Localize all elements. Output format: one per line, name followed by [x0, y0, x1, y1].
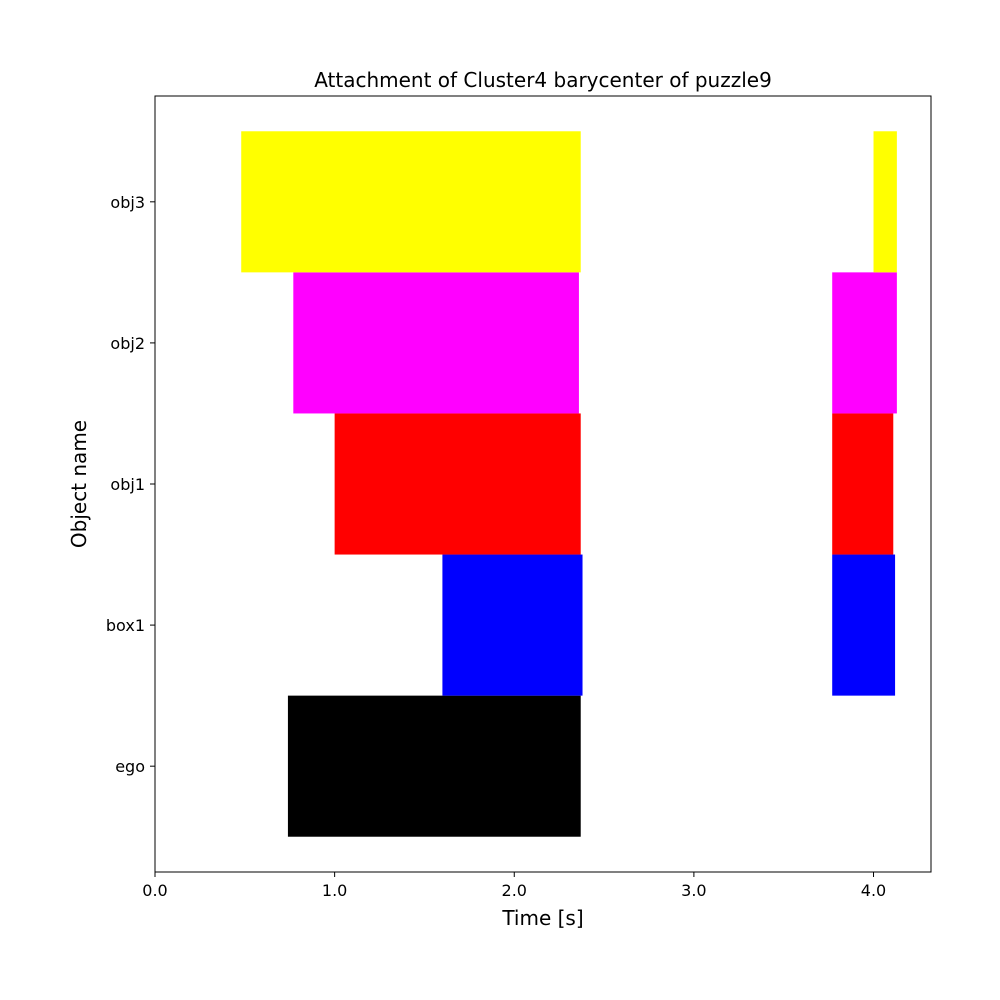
bar-obj3-1: [241, 131, 581, 273]
x-tick-label: 0.0: [142, 881, 167, 900]
y-axis-label: Object name: [67, 420, 91, 548]
x-tick-label: 1.0: [322, 881, 347, 900]
y-tick-label-obj3: obj3: [110, 193, 145, 212]
y-tick-label-obj2: obj2: [110, 334, 145, 353]
x-axis-label: Time [s]: [501, 906, 583, 930]
bars-layer: [241, 131, 897, 837]
bar-obj2-1: [293, 272, 579, 414]
bar-obj3-2: [873, 131, 897, 273]
bar-obj2-2: [832, 272, 897, 414]
x-tick-label: 3.0: [681, 881, 706, 900]
x-tick-label: 2.0: [502, 881, 527, 900]
y-tick-label-obj1: obj1: [110, 475, 145, 494]
chart-title: Attachment of Cluster4 barycenter of puz…: [314, 68, 772, 92]
x-tick-label: 4.0: [861, 881, 886, 900]
bar-box1-1: [442, 554, 583, 696]
bar-box1-2: [832, 554, 896, 696]
y-axis: ego box1 obj1 obj2 obj3: [106, 193, 155, 776]
y-tick-label-box1: box1: [106, 616, 145, 635]
bar-obj1-1: [334, 413, 581, 555]
y-tick-label-ego: ego: [115, 757, 145, 776]
x-axis: 0.0 1.0 2.0 3.0 4.0: [142, 872, 886, 900]
bar-ego-1: [287, 695, 581, 837]
bar-obj1-2: [832, 413, 894, 555]
